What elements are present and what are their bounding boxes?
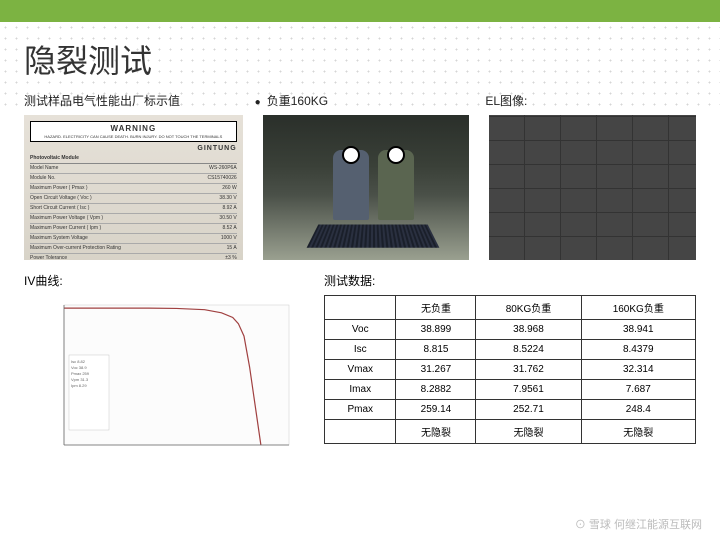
- test-data-table: 无负重80KG负重160KG负重Voc38.89938.96838.941Isc…: [324, 295, 696, 444]
- table-row: Voc38.89938.96838.941: [325, 320, 696, 340]
- svg-text:Vpm 31.3: Vpm 31.3: [71, 377, 89, 382]
- table-row: Pmax259.14252.71248.4: [325, 400, 696, 420]
- label-el: EL图像:: [485, 92, 696, 109]
- watermark: ⊙ 雪球 何继江能源互联网: [575, 516, 702, 532]
- label-iv: IV曲线:: [24, 272, 304, 289]
- table-header: [325, 296, 396, 320]
- label-load: 负重160KG: [255, 92, 466, 109]
- table-row: Isc8.8158.52248.4379: [325, 340, 696, 360]
- nameplate-image: WARNINGHAZARD. ELECTRICITY CAN CAUSE DEA…: [24, 115, 243, 260]
- svg-text:Voc 38.9: Voc 38.9: [71, 365, 87, 370]
- table-header: 无负重: [396, 296, 476, 320]
- label-data: 测试数据:: [324, 272, 375, 289]
- label-spec: 测试样品电气性能出厂标示值: [24, 92, 235, 109]
- load-test-photo: [263, 115, 470, 260]
- svg-text:Ipm 8.29: Ipm 8.29: [71, 383, 87, 388]
- table-header: 160KG负重: [581, 296, 695, 320]
- svg-text:Isc 8.82: Isc 8.82: [71, 359, 86, 364]
- el-image: [489, 115, 696, 260]
- iv-curve-chart: Isc 8.82 Voc 38.9 Pmax 259 Vpm 31.3 Ipm …: [24, 295, 304, 465]
- table-row: 无隐裂无隐裂无隐裂: [325, 420, 696, 444]
- svg-text:Pmax 259: Pmax 259: [71, 371, 90, 376]
- table-row: Vmax31.26731.76232.314: [325, 360, 696, 380]
- table-row: Imax8.28827.95617.687: [325, 380, 696, 400]
- page-title: 隐裂测试: [24, 36, 696, 82]
- table-header: 80KG负重: [476, 296, 581, 320]
